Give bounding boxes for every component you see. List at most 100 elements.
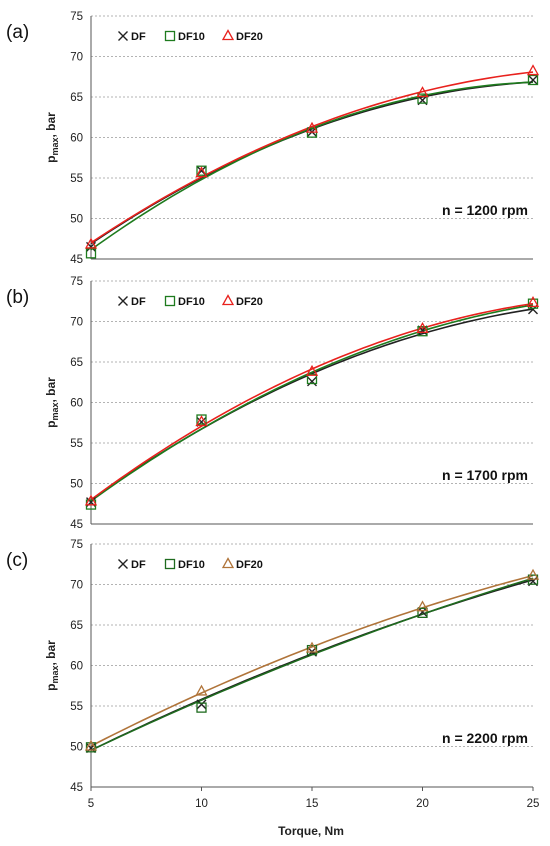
y-tick-label: 75 [70,276,83,288]
trend-line-df [90,579,534,751]
trend-line-df [90,81,534,245]
y-axis-label: pmax, bar [44,112,60,163]
data-point-df10 [417,93,428,104]
data-point-df20 [526,64,540,76]
panel-label: (a) [6,22,29,43]
data-point-df20 [526,296,540,308]
data-point-df20 [84,237,98,249]
speed-annotation: n = 1700 rpm [442,467,528,483]
legend-marker-df20 [221,294,235,306]
y-tick-label: 70 [70,580,83,592]
y-tick-label: 45 [70,519,83,531]
legend-label-df: DF [131,31,146,43]
y-axis-label-main: p [44,156,58,163]
data-point-df20 [195,684,208,696]
data-point-df20 [305,641,319,653]
legend-label-df20: DF20 [236,31,263,43]
data-point-df20 [84,494,98,506]
y-tick-label: 45 [70,254,83,266]
panel-label: (b) [6,287,29,308]
data-point-df10 [85,742,97,753]
legend-label-df10: DF10 [178,31,205,43]
y-tick-label: 45 [70,782,83,794]
legend-marker-df10 [164,558,176,570]
data-point-df10 [196,702,207,713]
chart-panel-3: 45 50 55 60 65 70 75 5 10 15 20 25 pmax, bar (c) n = 2… [6,539,539,810]
trend-line-df20 [90,574,534,747]
data-point-df20 [416,321,429,333]
legend-marker-df20 [221,557,235,569]
data-point-df10 [306,373,318,385]
y-tick-label: 75 [70,539,83,551]
x-axis-label: Torque, Nm [278,824,344,838]
data-point-df10 [196,414,207,425]
legend-marker-df10 [164,30,176,42]
speed-annotation: n = 2200 rpm [442,730,528,746]
y-tick-label: 75 [70,11,83,23]
y-tick-label: 65 [70,357,83,369]
y-axis-label-rest: , bar [44,640,58,666]
x-tick-label: 20 [416,798,429,810]
legend-marker-df [118,559,128,569]
y-axis-label-sub: max [50,137,60,155]
y-tick-label: 50 [70,479,83,491]
chart-panel-1: 45 50 55 60 65 70 75 pmax, bar (a) n = 1200 rpm DF… [6,11,540,266]
y-tick-label: 60 [70,661,83,673]
data-point-df [307,376,317,387]
data-point-df20 [305,121,319,133]
y-tick-label: 70 [70,317,83,329]
data-point-df [196,699,207,710]
legend-marker-df20 [221,29,235,41]
legend-label-df20: DF20 [236,296,263,308]
legend-label-df10: DF10 [178,296,205,308]
y-tick-label: 60 [70,133,83,145]
y-axis-label: pmax, bar [44,640,60,691]
legend-label-df: DF [131,296,146,308]
y-axis-label-rest: , bar [44,377,58,403]
data-point-df [528,74,538,85]
panel-label: (c) [6,550,28,571]
y-tick-label: 65 [70,92,83,104]
chart-panel-2: 45 50 55 60 65 70 75 pmax, bar (b) n = 1700 rpm DF… [6,276,540,531]
y-axis-label-main: p [44,421,58,428]
trend-line-df10 [90,81,534,251]
y-tick-label: 70 [70,52,83,64]
x-tick-label: 25 [527,798,540,810]
x-tick-label: 15 [306,798,319,810]
legend-marker-df10 [164,295,176,307]
y-tick-label: 50 [70,214,83,226]
data-point-df10 [417,607,428,618]
y-tick-label: 55 [70,173,83,185]
y-axis-label-rest: , bar [44,112,58,138]
y-axis-label-main: p [44,684,58,691]
y-tick-label: 55 [70,701,83,713]
legend-marker-df [118,296,128,306]
legend-marker-df [118,31,128,41]
data-point-df20 [195,166,208,178]
speed-annotation: n = 1200 rpm [442,202,528,218]
data-point-df20 [195,415,208,427]
data-point-df10 [527,298,539,309]
data-point-df20 [526,568,540,580]
y-axis-label: pmax, bar [44,377,60,428]
legend-label-df20: DF20 [236,559,263,571]
data-point-df [417,607,428,618]
data-point-df10 [527,74,539,86]
legend-label-df: DF [131,559,146,571]
y-axis-label-sub: max [50,665,60,683]
y-tick-label: 65 [70,620,83,632]
y-axis-label-sub: max [50,402,60,420]
data-point-df20 [84,739,98,751]
y-tick-label: 50 [70,742,83,754]
trend-line-df10 [90,577,534,751]
data-point-df10 [85,248,97,259]
trend-line-df20 [90,71,534,244]
y-tick-label: 60 [70,398,83,410]
data-point-df20 [416,600,429,612]
x-tick-label: 10 [195,798,208,810]
data-point-df20 [305,364,319,376]
y-tick-label: 55 [70,438,83,450]
legend-label-df10: DF10 [178,559,205,571]
data-point-df10 [196,165,207,176]
